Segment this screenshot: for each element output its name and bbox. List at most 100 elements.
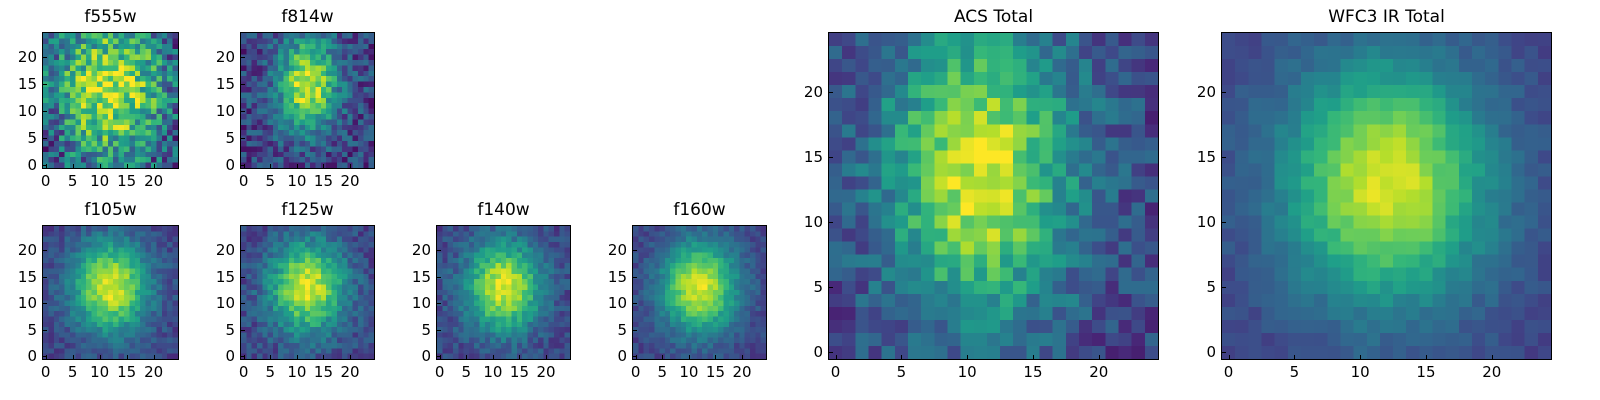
x-tick-mark	[296, 355, 298, 359]
heatmap-plot	[42, 32, 179, 169]
x-tick-mark	[270, 164, 272, 168]
y-tick-label: 10	[215, 102, 235, 121]
y-tick-label: 20	[607, 240, 627, 259]
x-tick-mark	[1425, 355, 1427, 359]
y-tick-mark	[829, 222, 833, 224]
heatmap-image	[43, 33, 178, 168]
x-tick-mark	[492, 355, 494, 359]
y-tick-mark	[437, 303, 441, 305]
x-tick-label: 15	[705, 363, 725, 381]
y-tick-label: 0	[1206, 343, 1216, 362]
y-tick-label: 0	[421, 347, 431, 366]
x-tick-mark	[519, 355, 521, 359]
heatmap-plot	[240, 32, 375, 169]
y-tick-mark	[829, 287, 833, 289]
panel-title: WFC3 IR Total	[1328, 7, 1445, 27]
x-tick-label: 5	[896, 363, 907, 381]
x-tick-mark	[153, 355, 155, 359]
x-tick-label: 0	[830, 363, 841, 381]
y-tick-label: 15	[17, 267, 37, 286]
x-tick-label: 10	[679, 363, 699, 381]
x-tick-label: 15	[509, 363, 529, 381]
panel-title: f160w	[673, 200, 726, 220]
y-tick-mark	[43, 276, 47, 278]
x-tick-label: 0	[434, 363, 445, 381]
x-tick-mark	[350, 355, 352, 359]
x-tick-mark	[99, 164, 101, 168]
y-tick-label: 5	[421, 320, 431, 339]
y-tick-mark	[241, 57, 245, 59]
heatmap-image	[829, 33, 1158, 359]
y-tick-mark	[633, 249, 637, 251]
x-tick-mark	[688, 355, 690, 359]
x-tick-mark	[662, 355, 664, 359]
heatmap-plot	[828, 32, 1159, 360]
panel-title: f105w	[84, 200, 137, 220]
y-tick-mark	[241, 329, 245, 331]
y-tick-mark	[241, 249, 245, 251]
y-tick-mark	[1222, 222, 1226, 224]
panel-title: f140w	[477, 200, 530, 220]
y-tick-label: 20	[215, 48, 235, 67]
x-tick-mark	[715, 355, 717, 359]
y-tick-label: 20	[17, 240, 37, 259]
y-tick-label: 0	[617, 347, 627, 366]
x-tick-mark	[323, 355, 325, 359]
x-tick-mark	[126, 355, 128, 359]
y-tick-label: 10	[1196, 213, 1216, 232]
y-tick-mark	[43, 111, 47, 113]
x-tick-label: 15	[313, 363, 333, 381]
heatmap-plot	[632, 225, 767, 360]
x-tick-label: 0	[1223, 363, 1234, 381]
x-tick-label: 0	[40, 363, 51, 381]
x-tick-mark	[546, 355, 548, 359]
x-tick-mark	[323, 164, 325, 168]
y-tick-mark	[437, 249, 441, 251]
x-tick-mark	[835, 355, 837, 359]
x-tick-label: 10	[90, 172, 110, 190]
x-tick-label: 10	[957, 363, 977, 381]
y-tick-label: 5	[617, 320, 627, 339]
y-tick-mark	[829, 156, 833, 158]
y-tick-label: 10	[17, 294, 37, 313]
x-tick-label: 20	[144, 172, 164, 190]
y-tick-mark	[43, 84, 47, 86]
x-tick-label: 0	[630, 363, 641, 381]
y-tick-mark	[1222, 91, 1226, 93]
y-tick-label: 15	[803, 147, 823, 166]
y-tick-mark	[43, 303, 47, 305]
x-tick-mark	[72, 164, 74, 168]
panel-title: f125w	[281, 200, 334, 220]
y-tick-mark	[241, 84, 245, 86]
x-tick-mark	[350, 164, 352, 168]
y-tick-mark	[43, 138, 47, 140]
x-tick-label: 15	[1416, 363, 1436, 381]
x-tick-label: 15	[117, 172, 137, 190]
x-tick-label: 5	[1289, 363, 1300, 381]
y-tick-mark	[437, 329, 441, 331]
x-tick-label: 20	[1089, 363, 1109, 381]
y-tick-label: 5	[1206, 278, 1216, 297]
x-tick-label: 5	[265, 172, 276, 190]
x-tick-label: 20	[144, 363, 164, 381]
heatmap-plot	[240, 225, 375, 360]
x-tick-label: 0	[40, 172, 51, 190]
y-tick-mark	[43, 165, 47, 167]
x-tick-mark	[466, 355, 468, 359]
y-tick-label: 0	[813, 343, 823, 362]
y-tick-label: 0	[27, 156, 37, 175]
y-tick-mark	[241, 111, 245, 113]
y-tick-label: 20	[17, 48, 37, 67]
x-tick-mark	[1491, 355, 1493, 359]
x-tick-label: 10	[90, 363, 110, 381]
heatmap-image	[241, 226, 374, 359]
y-tick-label: 20	[215, 240, 235, 259]
y-tick-mark	[633, 356, 637, 358]
x-tick-label: 15	[117, 363, 137, 381]
x-tick-label: 10	[287, 172, 307, 190]
